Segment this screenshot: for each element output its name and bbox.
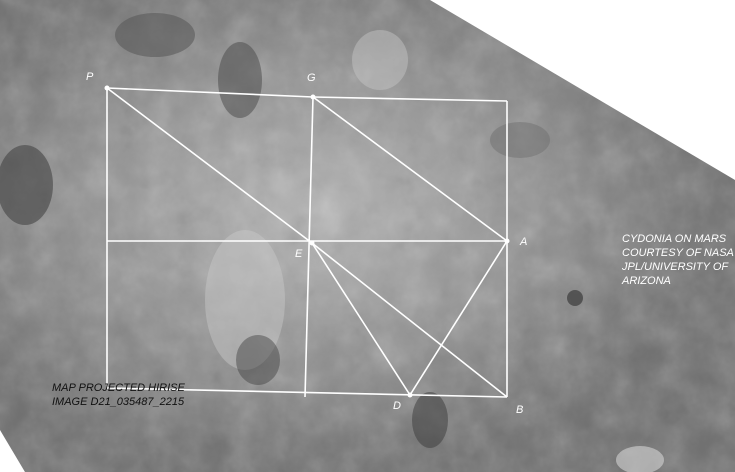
landforms xyxy=(0,13,664,472)
caption-credits-line-1: CYDONIA ON MARS xyxy=(622,233,727,245)
line-E-D xyxy=(311,242,411,396)
line-bottom xyxy=(106,387,508,398)
point-A xyxy=(504,238,510,244)
line-E-B xyxy=(311,242,508,398)
line-G-top-right xyxy=(312,96,508,102)
caption-image-id: MAP PROJECTED HIRISE IMAGE D21_035487_22… xyxy=(52,382,185,408)
line-G-A xyxy=(312,96,508,242)
point-D xyxy=(407,392,413,398)
label-E: E xyxy=(295,248,303,260)
line-D-A xyxy=(409,240,508,396)
caption-credits-line-2: COURTESY OF NASA xyxy=(622,247,734,259)
point-P xyxy=(104,85,110,91)
point-G xyxy=(310,94,316,100)
caption-credits-line-4: ARIZONA xyxy=(621,275,671,287)
label-B: B xyxy=(516,404,523,416)
point-E xyxy=(309,240,315,246)
caption-image-id-line-2: IMAGE D21_035487_2215 xyxy=(52,396,185,408)
line-P-E xyxy=(106,87,313,244)
line-P-G xyxy=(106,87,314,98)
label-P: P xyxy=(86,71,94,83)
line-G-vertical xyxy=(304,96,314,398)
caption-image-id-line-1: MAP PROJECTED HIRISE xyxy=(52,382,185,394)
caption-credits-line-3: JPL/UNIVERSITY OF xyxy=(621,261,729,273)
label-A: A xyxy=(519,236,527,248)
label-G: G xyxy=(307,72,316,84)
caption-credits: CYDONIA ON MARS COURTESY OF NASA JPL/UNI… xyxy=(621,233,734,287)
geometry-overlay xyxy=(106,87,508,398)
vertex-points xyxy=(104,85,510,398)
label-D: D xyxy=(393,400,401,412)
